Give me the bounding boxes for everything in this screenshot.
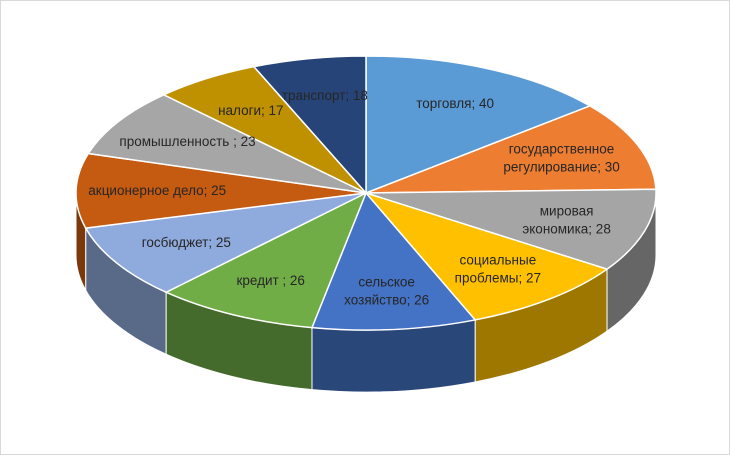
data-label: госбюджет; 25 bbox=[141, 235, 231, 251]
slice bbox=[365, 188, 657, 271]
data-label: налоги; 17 bbox=[218, 102, 284, 118]
slice bbox=[363, 191, 609, 321]
data-label: торговля; 40 bbox=[416, 96, 494, 112]
data-label: акционерное дело; 25 bbox=[88, 183, 227, 199]
data-label: государственное регулирование; 30 bbox=[503, 141, 620, 175]
data-label: сельское хозяйство; 26 bbox=[344, 274, 430, 308]
data-label: промышленность ; 23 bbox=[119, 134, 256, 150]
slice bbox=[164, 191, 368, 329]
slice bbox=[84, 192, 367, 294]
data-label: кредит ; 26 bbox=[236, 272, 305, 288]
slice bbox=[87, 93, 367, 194]
data-label: мировая экономика; 28 bbox=[522, 203, 611, 237]
slice bbox=[365, 55, 592, 195]
slice bbox=[365, 105, 657, 194]
data-label: транспорт; 18 bbox=[281, 88, 368, 104]
data-label: социальные проблемы; 27 bbox=[454, 252, 542, 286]
slice bbox=[252, 55, 367, 195]
slice-side bbox=[311, 319, 476, 393]
slice bbox=[75, 152, 367, 229]
